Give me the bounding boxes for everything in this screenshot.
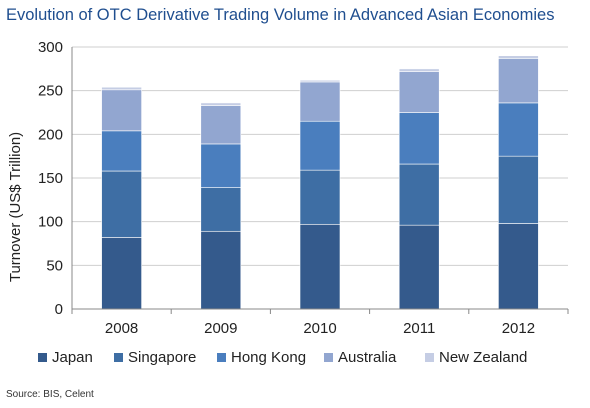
legend-label: Singapore [128,349,196,366]
bar-segment-australia-2008 [101,89,142,132]
y-tick-label: 0 [55,301,63,318]
bar-segment-new-zealand-2012 [498,55,539,59]
x-tick-label: 2010 [303,320,336,337]
bar-segment-new-zealand-2011 [398,68,440,72]
x-tick-label: 2012 [502,320,535,337]
bar-segment-hong-kong-2009 [200,143,242,188]
legend-swatch-singapore [114,353,123,362]
bar-segment-singapore-2010 [299,169,341,225]
x-tick-labels: 2008 2009 2010 2011 2012 [105,320,535,337]
axes [71,47,569,314]
legend-swatch-new-zealand [425,353,434,362]
bar-segment-singapore-2009 [200,187,242,232]
bar-segment-singapore-2008 [101,170,142,238]
y-tick-label: 250 [38,83,63,100]
bar-segment-new-zealand-2009 [200,102,242,106]
bar-segment-hong-kong-2008 [101,130,142,172]
bar-segment-hong-kong-2011 [398,112,440,165]
bar-segment-japan-2011 [398,224,440,310]
bar-segment-hong-kong-2010 [299,120,341,171]
x-tick-label: 2008 [105,320,138,337]
y-tick-label: 300 [38,39,63,56]
legend-label: Japan [52,349,93,366]
y-tick-labels: 0 50 100 150 200 250 300 [38,39,63,318]
bar-segment-japan-2012 [498,223,539,310]
bar-segment-australia-2010 [299,81,341,122]
bar-segment-singapore-2012 [498,155,539,224]
chart-title: Evolution of OTC Derivative Trading Volu… [6,6,555,24]
source-note: Source: BIS, Celent [6,389,94,400]
bar-segment-new-zealand-2010 [299,79,341,83]
bar-segment-hong-kong-2012 [498,102,539,157]
bar-segment-singapore-2011 [398,163,440,226]
legend-swatch-japan [38,353,47,362]
x-tick-label: 2009 [204,320,237,337]
legend: Japan Singapore Hong Kong Australia New Zeal… [38,349,527,366]
y-tick-label: 50 [46,257,63,274]
y-tick-label: 100 [38,214,63,231]
legend-label: Hong Kong [231,349,306,366]
bar-segment-japan-2009 [200,230,242,310]
y-tick-label: 200 [38,126,63,143]
bar-segment-new-zealand-2008 [101,86,142,91]
bar-segment-australia-2012 [498,58,539,104]
y-tick-label: 150 [38,170,63,187]
legend-label: New Zealand [439,349,527,366]
bars [101,55,539,310]
bar-segment-australia-2011 [398,71,440,113]
legend-label: Australia [338,349,397,366]
legend-swatch-hong-kong [217,353,226,362]
legend-swatch-australia [324,353,333,362]
x-tick-label: 2011 [403,320,435,337]
bar-segment-japan-2008 [101,237,142,310]
bar-segment-japan-2010 [299,223,341,310]
bar-segment-australia-2009 [200,105,242,145]
y-axis-title: Turnover (US$ Trillion) [7,132,24,282]
